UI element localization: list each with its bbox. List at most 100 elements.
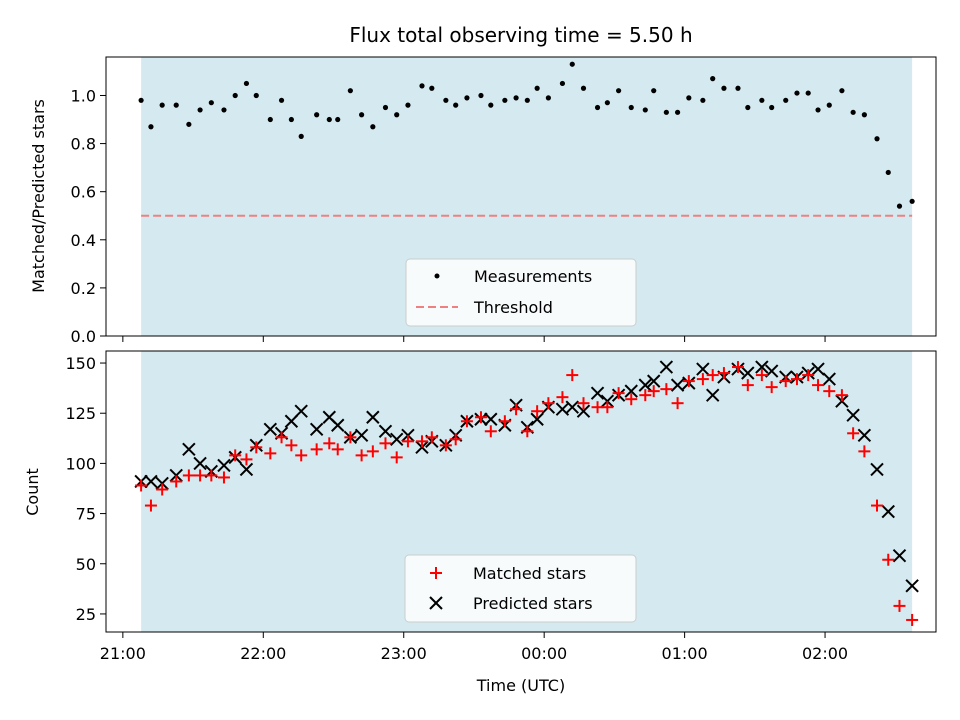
count-ytick-label: 25 [76,605,96,624]
measurement-point [759,97,765,103]
measurement-point [674,109,681,115]
matched-star-point [401,435,414,448]
count-y-axis-title: Count [23,468,42,516]
measurement-point [359,112,365,118]
predicted-marker-stroke [600,394,615,408]
matched-star-point [355,449,368,462]
measurement-point [208,100,214,106]
measurement-point [159,102,165,108]
count-ytick-label: 100 [65,454,96,473]
measurement-point [686,95,692,101]
legend-matched-marker [430,567,442,579]
predicted-star-point [811,362,825,376]
matched-star-point [731,361,744,374]
predicted-marker-stroke [565,400,579,414]
predicted-star-point [331,418,345,432]
matched-star-point [542,397,555,410]
matched-star-point [229,449,242,462]
legend-measurements-label: Measurements [474,267,592,286]
measurement-point [850,109,856,115]
predicted-marker-stroke [555,402,570,416]
matched-star-point [882,553,895,566]
predicted-star-point [239,462,254,477]
matched-star-point [474,411,487,424]
predicted-marker-stroke [294,404,308,418]
matched-star-point [858,445,871,458]
ratio-x-axis-ticks [122,336,826,342]
matched-star-point [521,425,534,438]
predicted-marker-stroke [846,408,860,422]
measurement-point [805,90,811,96]
x-tick-label: 21:00 [100,644,146,663]
predicted-star-point [670,378,685,392]
x-tick-label: 23:00 [381,644,427,663]
predicted-marker-stroke [741,366,755,380]
count-ytick-label: 150 [65,354,96,373]
predicted-marker-stroke [881,504,895,519]
matched-star-point [217,471,230,484]
matched-star-point [484,425,497,438]
predicted-marker-stroke [670,378,685,392]
matched-star-point [366,445,379,458]
measurement-point [243,80,250,87]
measurement-point [335,116,341,123]
predicted-star-point [857,428,872,443]
predicted-marker-stroke [155,476,169,491]
count-ytick-label: 75 [76,505,96,524]
measurement-point [896,203,903,209]
predicted-star-point [530,412,544,426]
measurement-point [488,102,494,108]
legend-predicted-label: Predicted stars [473,594,593,613]
measurement-point [874,136,880,142]
measurement-point [663,109,669,115]
measurement-point [745,104,751,111]
measurement-point [502,97,508,103]
predicted-star-point [484,412,498,426]
matched-star-point [812,379,825,392]
predicted-star-point [565,400,579,414]
measurement-point [298,133,304,139]
measurement-point [559,80,566,87]
measurement-point [394,112,400,118]
predicted-star-point [309,422,324,436]
predicted-star-point [705,388,720,402]
predicted-marker-stroke [647,374,661,388]
chart-title: Flux total observing time = 5.50 h [349,23,692,47]
matched-star-point [194,469,207,482]
measurement-point [651,88,657,94]
x-tick-label: 01:00 [662,644,708,663]
matched-star-point [802,369,815,382]
ratio-ytick-label: 0.4 [71,231,96,250]
ratio-ytick-label: 0.6 [71,183,96,202]
count-y-axis-ticks: 25 50 75 100 125 150 [65,354,106,624]
predicted-star-point [366,410,380,424]
matched-star-point [240,453,253,466]
count-panel-frame [105,350,937,633]
predicted-marker-stroke [217,458,231,473]
matched-star-point [531,405,544,418]
measurement-point [885,169,891,176]
measurement-point [429,85,435,91]
matched-star-point [510,403,523,416]
measurement-point [700,97,706,103]
predicted-marker-stroke [892,549,907,563]
measurement-point [382,104,389,111]
matched-star-point [790,373,803,386]
measurement-point [594,104,601,111]
predicted-marker-stroke [705,388,720,402]
predicted-star-point [193,456,207,471]
matched-star-point [835,389,848,402]
matched-star-point [182,469,195,482]
predicted-star-point [696,362,710,376]
measurement-point [405,102,411,108]
matched-star-point [439,439,452,452]
measurement-point [545,95,551,101]
measurement-point [769,104,775,111]
predicted-marker-stroke [624,384,638,398]
matched-star-point [156,483,169,496]
measurement-point [326,116,332,123]
predicted-marker-stroke [835,394,849,408]
measurement-point [721,85,727,91]
matched-star-point [498,415,511,428]
